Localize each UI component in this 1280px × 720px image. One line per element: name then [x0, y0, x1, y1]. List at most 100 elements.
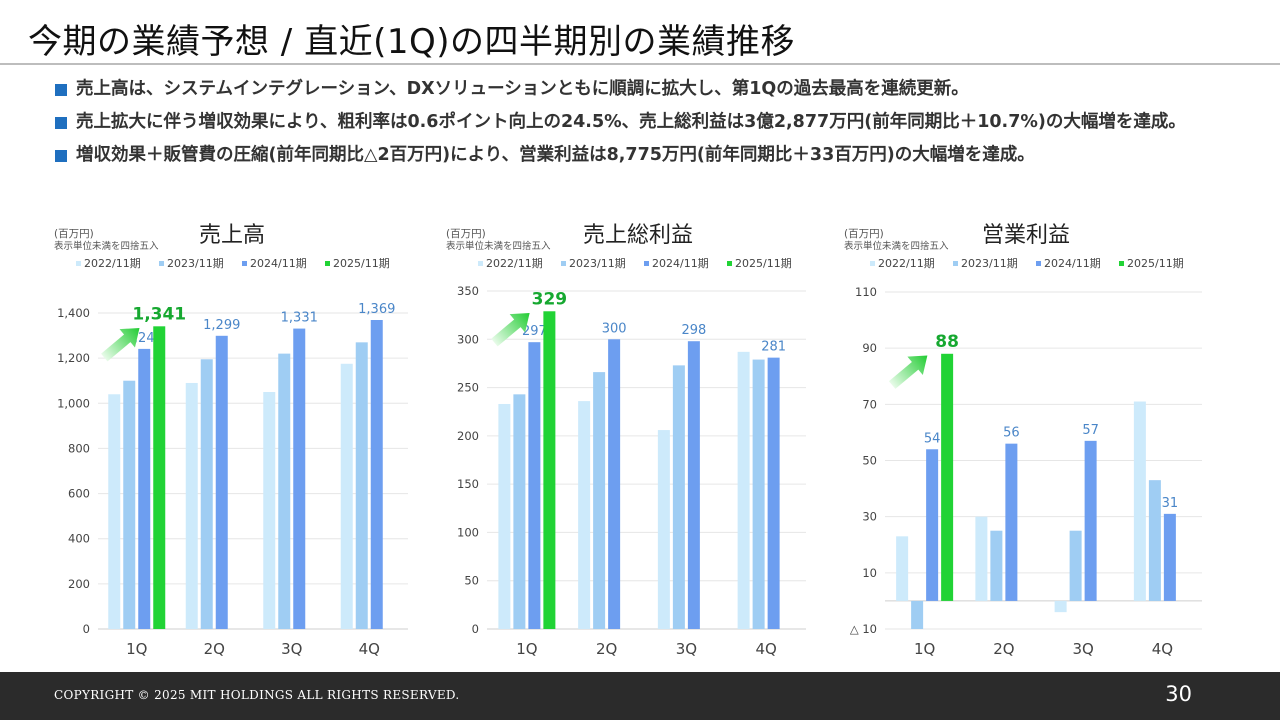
bar [278, 353, 291, 629]
legend-swatch [870, 261, 875, 266]
y-tick-label: 200 [457, 429, 479, 443]
data-label: 1,299 [203, 318, 240, 333]
bar [340, 363, 353, 629]
y-tick-label: 50 [464, 574, 479, 588]
y-tick-label: 30 [862, 510, 877, 524]
legend-swatch [76, 261, 81, 266]
x-tick-label: 4Q [359, 640, 380, 658]
y-tick-label: 600 [68, 487, 90, 501]
legend-swatch [561, 261, 566, 266]
y-tick-label: 150 [457, 477, 479, 491]
data-label: 57 [1082, 423, 1099, 438]
bar [578, 401, 591, 629]
y-tick-label: 0 [83, 622, 90, 636]
data-label: 1,369 [358, 302, 395, 317]
chart-operating-profit-svg: (百万円)表示単位未満を四捨五入 営業利益 2022/11期 2023/11期 2024… [844, 223, 1202, 658]
y-tick-label: 70 [862, 397, 877, 411]
bar [767, 357, 780, 629]
bar [737, 351, 750, 629]
chart-title: 売上総利益 [583, 223, 693, 248]
chart-note: 表示単位未満を四捨五入 [446, 240, 551, 252]
chart-title: 売上高 [199, 223, 265, 248]
bar [200, 359, 213, 629]
data-label: 329 [532, 289, 568, 309]
bullet-item: 売上高は、システムインテグレーション、DXソリューションともに順調に拡大し、第1… [54, 76, 1269, 103]
legend-label: 2025/11期 [1127, 257, 1184, 270]
chart-note: 表示単位未満を四捨五入 [844, 240, 949, 252]
bullet-text: 売上拡大に伴う増収効果により、粗利率は0.6ポイント向上の24.5%、売上総利益… [76, 112, 1186, 132]
bullet-text: 増収効果＋販管費の圧縮(前年同期比△2百万円)により、営業利益は8,775万円(… [76, 145, 1035, 165]
y-tick-label: △ 10 [850, 622, 877, 636]
data-label: 300 [602, 321, 627, 336]
chart-sales-svg: (百万円)表示単位未満を四捨五入 売上高 2022/11期 2023/11期 2024/… [54, 223, 408, 658]
footer-bar: COPYRIGHT © 2025 MIT HOLDINGS ALL RIGHTS… [0, 672, 1280, 720]
data-label: 281 [761, 340, 786, 355]
bullet-list: 売上高は、システムインテグレーション、DXソリューションともに順調に拡大し、第1… [54, 76, 1269, 175]
data-label: 1,331 [281, 311, 318, 326]
growth-arrow-shape [491, 312, 530, 347]
growth-arrow-icon [101, 328, 140, 362]
y-tick-label: 250 [457, 381, 479, 395]
bar [687, 341, 700, 629]
legend-label: 2023/11期 [961, 257, 1018, 270]
y-tick-label: 10 [862, 566, 877, 580]
y-tick-label: 400 [68, 532, 90, 546]
y-tick-label: 100 [457, 525, 479, 539]
bar [1084, 440, 1097, 601]
y-tick-label: 1,400 [57, 306, 90, 320]
x-tick-label: 1Q [914, 640, 935, 658]
legend-label: 2023/11期 [167, 257, 224, 270]
legend-swatch [325, 261, 330, 266]
bar [215, 335, 228, 629]
y-tick-label: 1,200 [57, 351, 90, 365]
bullet-item: 増収効果＋販管費の圧縮(前年同期比△2百万円)により、営業利益は8,775万円(… [54, 142, 1269, 169]
legend-swatch [159, 261, 164, 266]
chart-unit-label: (百万円) [54, 228, 94, 240]
bar [528, 342, 541, 629]
y-tick-label: 1,000 [57, 396, 90, 410]
legend-swatch [727, 261, 732, 266]
x-tick-label: 4Q [755, 640, 776, 658]
legend-label: 2024/11期 [250, 257, 307, 270]
bar [138, 348, 151, 629]
legend-swatch [478, 261, 483, 266]
chart-title: 営業利益 [982, 223, 1070, 248]
bar [990, 530, 1003, 601]
bullet-item: 売上拡大に伴う増収効果により、粗利率は0.6ポイント向上の24.5%、売上総利益… [54, 109, 1269, 136]
chart-gross-profit: (百万円) 表示単位未満を四捨五入 売上総利益 2022/11期 2023/11期 202… [432, 215, 812, 665]
legend-label: 2022/11期 [878, 257, 935, 270]
legend-label: 2024/11期 [1044, 257, 1101, 270]
data-label: 31 [1162, 496, 1179, 511]
legend-label: 2024/11期 [652, 257, 709, 270]
bar [1148, 480, 1161, 601]
legend-label: 2025/11期 [735, 257, 792, 270]
bar [355, 342, 368, 629]
bar [926, 449, 939, 601]
legend-label: 2022/11期 [84, 257, 141, 270]
bar [752, 359, 765, 629]
bar [498, 403, 511, 629]
x-tick-label: 1Q [516, 640, 537, 658]
x-tick-label: 2Q [596, 640, 617, 658]
growth-arrow-icon [491, 312, 530, 347]
bullet-square-icon [55, 117, 67, 129]
growth-arrow-icon [888, 355, 928, 389]
legend-swatch [1119, 261, 1124, 266]
x-tick-label: 3Q [1072, 640, 1093, 658]
y-tick-label: 0 [472, 622, 479, 636]
chart-unit-label: (百万円) [446, 228, 486, 240]
bar [1005, 443, 1018, 601]
title-divider [0, 63, 1280, 65]
chart-gross-profit-svg: (百万円)表示単位未満を四捨五入 売上総利益 2022/11期 2023/11期 202… [446, 223, 806, 658]
data-label: 297 [522, 324, 547, 339]
legend-swatch [242, 261, 247, 266]
x-tick-label: 2Q [993, 640, 1014, 658]
bar [543, 311, 556, 629]
legend-label: 2023/11期 [569, 257, 626, 270]
bar [185, 382, 198, 629]
y-tick-label: 200 [68, 577, 90, 591]
bar [1133, 401, 1146, 601]
growth-arrow-shape [101, 328, 140, 362]
bar [263, 392, 276, 629]
bar [1163, 513, 1176, 601]
